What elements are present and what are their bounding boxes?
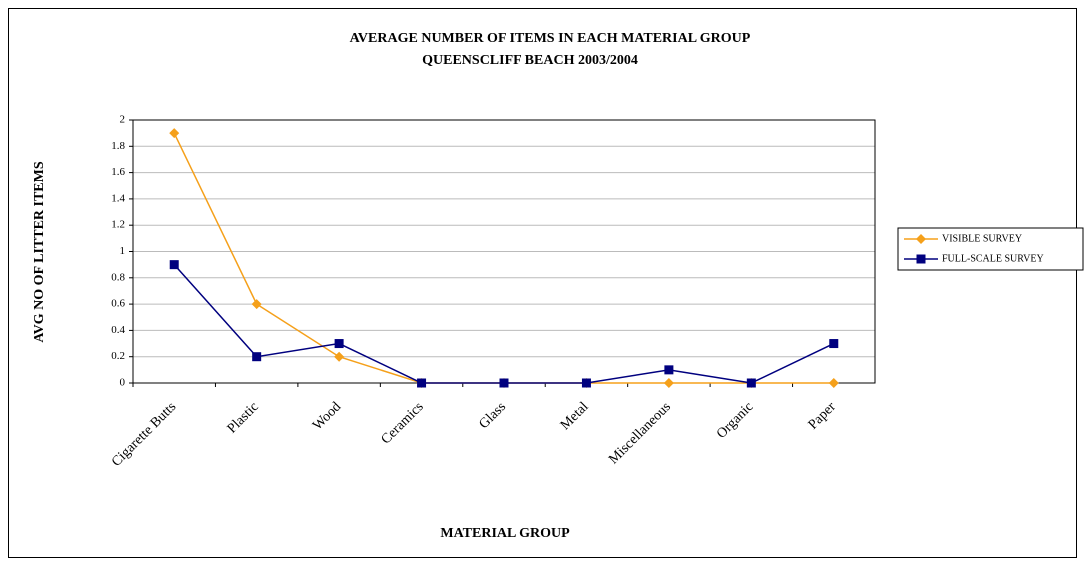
point	[169, 260, 179, 270]
chart-subtitle: QUEENSCLIFF BEACH 2003/2004	[422, 53, 638, 68]
y-tick-label: 2	[120, 114, 126, 126]
legend-box	[897, 227, 1084, 271]
y-tick-label: 0.8	[111, 271, 125, 283]
point	[828, 378, 839, 388]
point	[664, 365, 674, 375]
chart-title: AVERAGE NUMBER OF ITEMS IN EACH MATERIAL…	[350, 31, 751, 46]
point	[334, 339, 344, 349]
point	[916, 234, 926, 244]
point	[499, 378, 509, 388]
point	[663, 378, 674, 388]
y-tick-label: 0.2	[111, 350, 125, 362]
point	[581, 378, 591, 388]
legend-label: FULL-SCALE SURVEY	[942, 253, 1044, 264]
legend-label: VISIBLE SURVEY	[942, 233, 1022, 244]
y-axis-label: AVG NO OF LITTER ITEMS	[32, 161, 47, 342]
point	[252, 352, 262, 362]
point	[251, 299, 262, 310]
point	[417, 378, 427, 388]
point	[334, 351, 345, 362]
y-tick-label: 1.8	[111, 140, 125, 152]
point	[829, 339, 839, 349]
x-axis-label: MATERIAL GROUP	[440, 526, 570, 541]
point	[916, 254, 926, 264]
point	[169, 128, 180, 139]
y-tick-label: 1.6	[111, 166, 125, 178]
y-tick-label: 0	[120, 377, 126, 389]
y-tick-label: 0.4	[111, 324, 125, 336]
chart-frame	[8, 8, 1077, 558]
y-tick-label: 1.2	[111, 219, 125, 231]
point	[746, 378, 756, 388]
y-tick-label: 1	[120, 245, 126, 257]
y-tick-label: 1.4	[111, 192, 125, 204]
y-tick-label: 0.6	[111, 298, 125, 310]
